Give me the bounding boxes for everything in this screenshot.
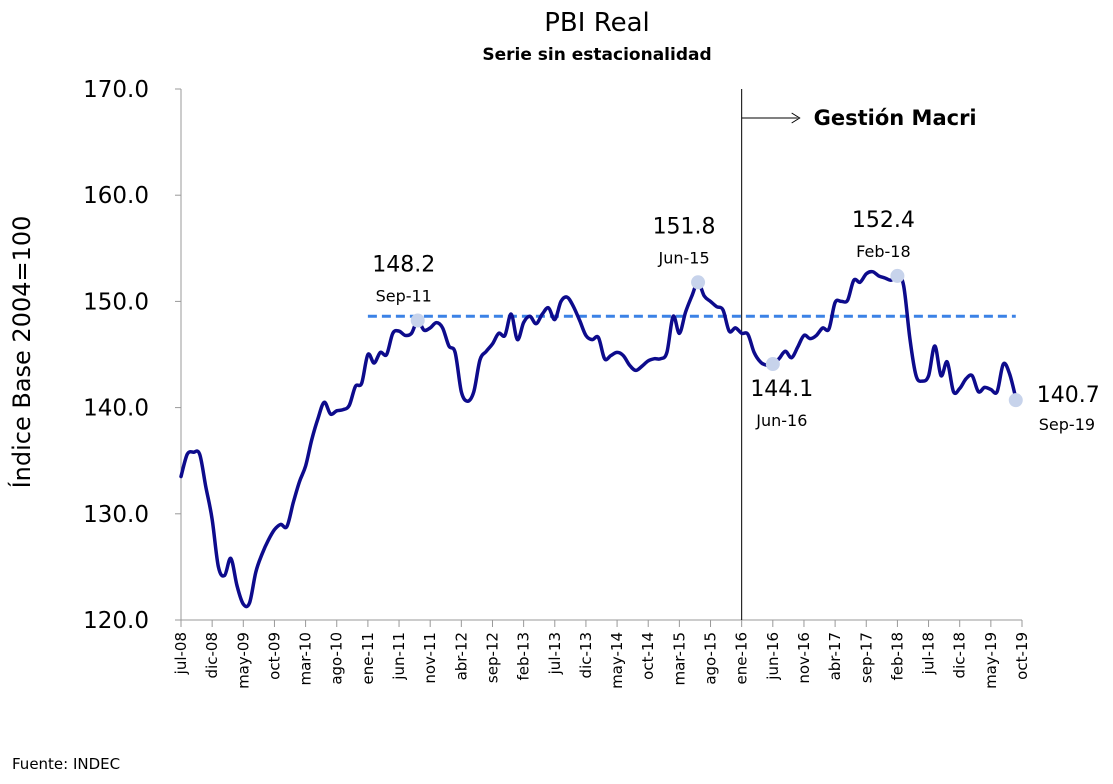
annotation-marker bbox=[765, 357, 780, 372]
annotation-value: 140.7 bbox=[1037, 383, 1100, 408]
x-tick-label: mar-15 bbox=[670, 632, 688, 686]
x-tick-label: feb-18 bbox=[888, 632, 906, 681]
plot-area: 120.0 130.0 140.0 150.0 160.0 170.0 jul-08 dic-… bbox=[83, 77, 1100, 689]
annotation-marker bbox=[890, 268, 905, 283]
x-tick-label: may-14 bbox=[608, 632, 626, 689]
y-tick-label: 120.0 bbox=[83, 608, 149, 634]
x-tick-label: nov-16 bbox=[795, 632, 813, 684]
annotation-value: 148.2 bbox=[372, 253, 435, 278]
annotation-marker bbox=[691, 275, 706, 290]
chart-title: PBI Real bbox=[544, 8, 650, 38]
y-tick-label: 140.0 bbox=[83, 396, 149, 422]
x-tick-label: nov-11 bbox=[421, 632, 439, 684]
x-tick-label: ago-15 bbox=[702, 632, 720, 685]
annotation-date: Feb-18 bbox=[856, 242, 910, 261]
x-tick-label: abr-17 bbox=[826, 632, 844, 680]
annotation-marker bbox=[410, 313, 425, 328]
annotation-date: Sep-11 bbox=[376, 287, 432, 306]
x-tick-label: sep-17 bbox=[857, 632, 875, 683]
x-tick-label: jul-08 bbox=[172, 632, 190, 675]
y-axis-label: Índice Base 2004=100 bbox=[7, 216, 36, 489]
x-tick-label: may-09 bbox=[234, 632, 252, 689]
x-tick-label: jul-13 bbox=[546, 632, 564, 675]
x-tick-label: oct-14 bbox=[639, 632, 657, 680]
annotation-value: 144.1 bbox=[750, 377, 813, 402]
y-tick-label: 130.0 bbox=[83, 502, 149, 528]
y-tick-label: 160.0 bbox=[83, 183, 149, 209]
x-tick-label: jul-18 bbox=[920, 632, 938, 675]
annotation-date: Sep-19 bbox=[1039, 415, 1095, 434]
x-tick-label: ago-10 bbox=[328, 632, 346, 685]
y-tick-label: 150.0 bbox=[83, 289, 149, 315]
series-line-pbi bbox=[179, 269, 1018, 609]
x-tick-label: dic-13 bbox=[577, 632, 595, 678]
x-tick-label: sep-12 bbox=[483, 632, 501, 683]
annotation-date: Jun-15 bbox=[657, 248, 709, 267]
x-tick-label: abr-12 bbox=[452, 632, 470, 680]
annotation-value: 151.8 bbox=[653, 214, 716, 239]
x-tick-label: ene-16 bbox=[733, 632, 751, 684]
arrow-icon bbox=[791, 112, 801, 124]
x-tick-label: oct-19 bbox=[1013, 632, 1031, 680]
x-tick-label: mar-10 bbox=[297, 632, 315, 686]
x-tick-label: jun-16 bbox=[764, 632, 782, 681]
x-tick-label: dic-18 bbox=[951, 632, 969, 678]
annotation-date: Jun-16 bbox=[755, 411, 807, 430]
x-tick-label: jun-11 bbox=[390, 632, 408, 681]
x-tick-label: oct-09 bbox=[265, 632, 283, 680]
x-tick-label: ene-11 bbox=[359, 632, 377, 684]
chart-subtitle: Serie sin estacionalidad bbox=[482, 45, 711, 65]
annotation-marker bbox=[1008, 393, 1023, 408]
x-tick-label: may-19 bbox=[982, 632, 1000, 689]
y-tick-label: 170.0 bbox=[83, 77, 149, 103]
gestion-macri-label: Gestión Macri bbox=[814, 106, 977, 130]
source-note: Fuente: INDEC bbox=[12, 755, 120, 773]
annotation-value: 152.4 bbox=[852, 208, 915, 233]
x-tick-label: dic-08 bbox=[203, 632, 221, 678]
x-tick-label: feb-13 bbox=[515, 632, 533, 681]
